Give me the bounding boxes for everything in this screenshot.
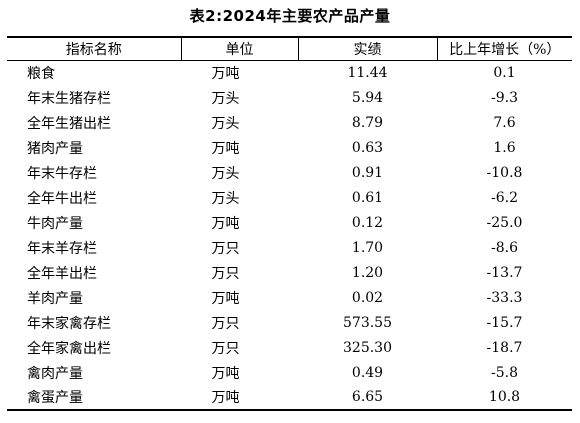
row-unit: 万吨: [211, 215, 240, 232]
row-value: 0.61: [351, 189, 384, 206]
row-change: -25.0: [486, 214, 523, 231]
header-indicator-name: 指标名称: [7, 36, 181, 61]
table-row: 年末羊存栏 万只 1.70 -8.6: [7, 235, 572, 260]
table-row: 全年羊出栏 万只 1.20 -13.7: [7, 260, 572, 285]
table-row: 粮食 万吨 11.44 0.1: [7, 60, 572, 85]
row-unit: 万吨: [181, 385, 298, 411]
row-unit: 万吨: [211, 65, 240, 82]
row-unit: 万吨: [211, 365, 240, 382]
row-change: -18.7: [486, 339, 523, 356]
row-unit: 万只: [211, 340, 240, 357]
table-header-row: 指标名称 单位 实绩 比上年增长（%）: [7, 36, 572, 61]
table-row: 全年生猪出栏 万头 8.79 7.6: [7, 110, 572, 135]
table-row: 年末生猪存栏 万头 5.94 -9.3: [7, 85, 572, 110]
row-value: 1.70: [351, 239, 384, 256]
row-change: -10.8: [486, 164, 523, 181]
row-value: 0.12: [351, 214, 384, 231]
row-name: 年末羊存栏: [27, 240, 97, 257]
row-unit: 万头: [211, 115, 240, 132]
row-unit: 万头: [211, 165, 240, 182]
table-row: 猪肉产量 万吨 0.63 1.6: [7, 135, 572, 160]
row-name: 年末生猪存栏: [27, 90, 111, 107]
table-row: 年末牛存栏 万头 0.91 -10.8: [7, 160, 572, 185]
table-row: 年末家禽存栏 万只 573.55 -15.7: [7, 310, 572, 335]
row-value: 325.30: [343, 339, 392, 356]
row-unit: 万只: [211, 265, 240, 282]
table-row: 全年家禽出栏 万只 325.30 -18.7: [7, 335, 572, 360]
row-change: -33.3: [486, 289, 523, 306]
row-value: 11.44: [347, 64, 388, 81]
row-name: 粮食: [27, 65, 55, 82]
row-value: 0.63: [351, 139, 384, 156]
header-actual-value: 实绩: [297, 36, 437, 61]
row-value: 1.20: [351, 264, 384, 281]
table-row: 羊肉产量 万吨 0.02 -33.3: [7, 285, 572, 310]
row-unit: 万吨: [211, 140, 240, 157]
row-name: 年末牛存栏: [27, 165, 97, 182]
row-name: 全年牛出栏: [27, 190, 97, 207]
table-row: 禽蛋产量 万吨 6.65 10.8: [7, 385, 572, 411]
row-value: 5.94: [351, 89, 384, 106]
row-change: -8.6: [491, 239, 518, 256]
row-unit: 万头: [211, 190, 240, 207]
row-change: -9.3: [491, 89, 518, 106]
table-row: 牛肉产量 万吨 0.12 -25.0: [7, 210, 572, 235]
row-unit: 万只: [211, 240, 240, 257]
row-name: 全年家禽出栏: [27, 340, 111, 357]
row-name: 禽蛋产量: [7, 385, 181, 411]
row-change: -15.7: [486, 314, 523, 331]
row-unit: 万吨: [211, 290, 240, 307]
agricultural-output-table: 指标名称 单位 实绩 比上年增长（%） 粮食 万吨 11.44 0.1 年末生猪…: [7, 36, 572, 411]
row-name: 猪肉产量: [27, 140, 83, 157]
row-unit: 万只: [211, 315, 240, 332]
row-value: 0.02: [351, 289, 384, 306]
row-value: 0.91: [351, 164, 384, 181]
row-change: -13.7: [486, 264, 523, 281]
row-name: 全年生猪出栏: [27, 115, 111, 132]
row-name: 羊肉产量: [27, 290, 83, 307]
row-change: 1.6: [493, 139, 516, 156]
row-change: -6.2: [491, 189, 518, 206]
header-unit: 单位: [180, 36, 298, 61]
row-name: 禽肉产量: [27, 365, 83, 382]
table-row: 禽肉产量 万吨 0.49 -5.8: [7, 360, 572, 385]
row-name: 年末家禽存栏: [27, 315, 111, 332]
row-value: 573.55: [343, 314, 392, 331]
row-change: 7.6: [493, 114, 516, 131]
header-yoy-growth: 比上年增长（%）: [436, 36, 572, 61]
row-unit: 万头: [211, 90, 240, 107]
table-title: 表2:2024年主要农产品产量: [189, 7, 391, 25]
row-value: 8.79: [351, 114, 384, 131]
row-change: -5.8: [491, 364, 518, 381]
row-value: 6.65: [298, 385, 437, 411]
row-name: 牛肉产量: [27, 215, 83, 232]
table-row: 全年牛出栏 万头 0.61 -6.2: [7, 185, 572, 210]
row-change: 0.1: [493, 64, 516, 81]
row-value: 0.49: [351, 364, 384, 381]
row-name: 全年羊出栏: [27, 265, 97, 282]
row-change: 10.8: [437, 385, 572, 411]
